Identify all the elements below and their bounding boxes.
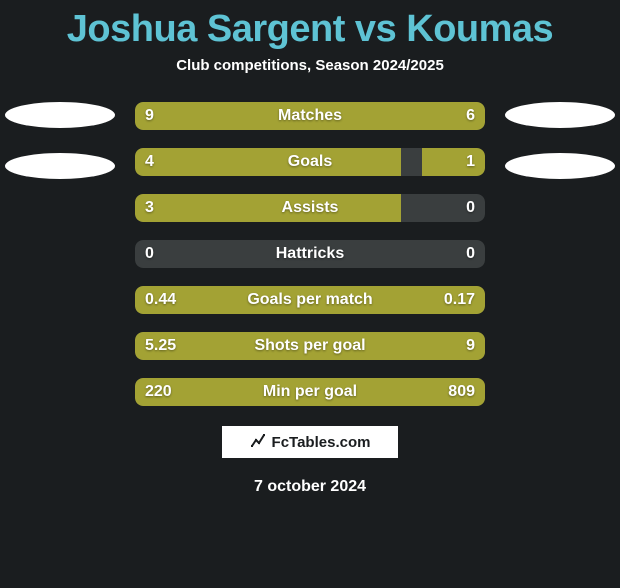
stat-row: 0.440.17Goals per match: [135, 286, 485, 314]
stat-label: Goals: [135, 148, 485, 176]
stat-label: Hattricks: [135, 240, 485, 268]
team-logo-right-1: [505, 102, 615, 128]
chart-icon: [250, 432, 266, 453]
stat-label: Matches: [135, 102, 485, 130]
page-title: Joshua Sargent vs Koumas: [0, 8, 620, 51]
date-label: 7 october 2024: [0, 478, 620, 496]
branding-badge[interactable]: FcTables.com: [220, 424, 400, 460]
stat-row: 5.259Shots per goal: [135, 332, 485, 360]
comparison-panel: 96Matches 41Goals 30Assists 00Hattricks 0.44…: [0, 102, 620, 406]
team-logo-right-2: [505, 153, 615, 179]
stat-label: Goals per match: [135, 286, 485, 314]
team-logo-left-1: [5, 102, 115, 128]
stat-row: 00Hattricks: [135, 240, 485, 268]
stat-row: 30Assists: [135, 194, 485, 222]
stat-label: Assists: [135, 194, 485, 222]
stat-row: 220809Min per goal: [135, 378, 485, 406]
stat-label: Shots per goal: [135, 332, 485, 360]
stat-label: Min per goal: [135, 378, 485, 406]
stat-row: 96Matches: [135, 102, 485, 130]
branding-text: FcTables.com: [272, 434, 371, 451]
season-subtitle: Club competitions, Season 2024/2025: [0, 57, 620, 74]
stats-list: 96Matches 41Goals 30Assists 00Hattricks 0.44…: [135, 102, 485, 406]
team-logo-left-2: [5, 153, 115, 179]
stat-row: 41Goals: [135, 148, 485, 176]
